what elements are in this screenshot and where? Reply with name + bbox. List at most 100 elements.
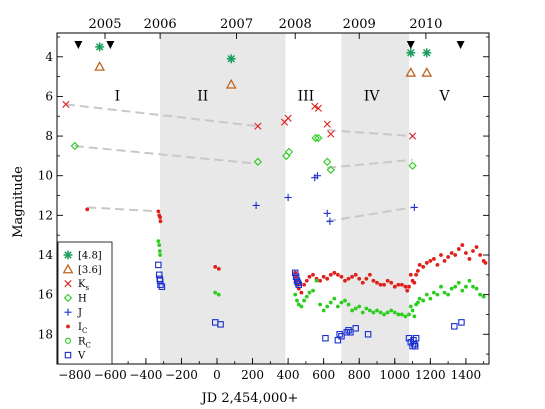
- point-v-4: [157, 281, 164, 288]
- point-ic-53: [428, 259, 433, 263]
- point-ic-25: [343, 278, 347, 283]
- legend-label-main: V: [77, 351, 86, 362]
- point-ic-45: [408, 272, 413, 277]
- legend-label-main: [4.8]: [78, 251, 102, 262]
- point-rc-8: [296, 302, 301, 307]
- series-h: [70, 133, 417, 174]
- point-rc-60: [467, 278, 472, 283]
- point-m36-1: [225, 78, 237, 89]
- point-v-5: [158, 283, 166, 290]
- point-rc-51: [435, 292, 440, 297]
- point-ic-36: [382, 282, 387, 287]
- point-h-5: [314, 133, 323, 143]
- point-ic-66: [474, 245, 479, 249]
- series-j: [252, 172, 418, 225]
- down-arrow-marker-3: [456, 41, 465, 49]
- series-rc: [156, 239, 486, 319]
- point-h-7: [326, 165, 335, 174]
- point-ks-5: [314, 104, 322, 112]
- point-ic-32: [367, 272, 372, 277]
- point-rc-64: [481, 294, 486, 299]
- point-rc-18: [328, 300, 333, 305]
- point-v-28: [412, 334, 420, 342]
- point-ks-4: [311, 102, 319, 110]
- point-ic-57: [442, 259, 447, 263]
- point-rc-36: [392, 310, 397, 315]
- point-rc-0: [156, 239, 161, 244]
- point-rc-58: [460, 288, 465, 293]
- point-ic-44: [407, 284, 411, 289]
- point-ic-1: [156, 209, 161, 214]
- point-ic-59: [449, 251, 454, 255]
- point-rc-3: [158, 253, 163, 257]
- point-v-21: [364, 331, 372, 338]
- series-ks: [62, 100, 417, 140]
- point-ic-49: [415, 268, 420, 273]
- period-label-2: III: [298, 88, 315, 104]
- point-ic-39: [392, 284, 397, 289]
- point-v-0: [155, 261, 162, 269]
- legend-label-subscript: C: [86, 341, 91, 349]
- point-ks-8: [408, 132, 417, 140]
- y-tick-label-6: 16: [38, 288, 53, 302]
- point-ks-3: [284, 114, 292, 122]
- point-rc-31: [375, 308, 379, 313]
- point-ic-6: [216, 266, 221, 271]
- y-tick-labels: 4 6 8 10 12 14 16 18: [38, 50, 54, 341]
- point-rc-23: [346, 302, 351, 307]
- point-ks-7: [327, 130, 335, 138]
- point-v-27: [411, 342, 419, 350]
- point-h-4: [311, 133, 320, 143]
- point-ic-15: [307, 274, 312, 279]
- trend-line-j-4: [87, 206, 161, 213]
- point-h-1: [253, 157, 263, 167]
- legend-marker-ic: [66, 324, 70, 329]
- x-tick-label-3: −200: [165, 368, 198, 382]
- y-axis-label: Magnitude: [11, 166, 26, 238]
- point-rc-12: [307, 290, 312, 295]
- point-ic-27: [350, 274, 355, 279]
- point-ic-37: [385, 278, 390, 283]
- point-rc-13: [311, 288, 315, 293]
- point-ic-21: [328, 272, 333, 277]
- point-ic-0: [85, 207, 90, 212]
- point-ic-43: [405, 288, 410, 293]
- y-tick-label-1: 6: [45, 89, 53, 103]
- point-rc-55: [449, 286, 454, 291]
- point-rc-30: [371, 310, 376, 315]
- legend-label-j: J: [77, 308, 82, 319]
- period-label-0: I: [115, 88, 121, 104]
- shaded-regions: [160, 33, 409, 364]
- point-ic-4: [158, 219, 163, 224]
- point-v-7: [217, 321, 224, 328]
- point-rc-61: [471, 284, 475, 289]
- point-j-3: [313, 172, 322, 180]
- legend-label-m36: [3.6]: [78, 265, 102, 276]
- point-rc-21: [339, 300, 344, 305]
- legend-label-main: J: [77, 308, 82, 319]
- point-ic-23: [335, 272, 340, 277]
- point-ic-54: [431, 257, 436, 261]
- point-ic-60: [453, 253, 458, 257]
- point-rc-40: [407, 312, 411, 317]
- x-tick-labels: −800 −600 −400 −200 0 200 400 600 800 1000 1200 140…: [58, 368, 481, 382]
- point-rc-9: [299, 304, 304, 309]
- point-rc-46: [417, 296, 422, 301]
- plot-frame: [56, 32, 490, 365]
- point-rc-32: [378, 310, 383, 315]
- point-ic-50: [417, 262, 422, 267]
- point-rc-11: [304, 294, 309, 299]
- shaded-interval-0: [160, 33, 286, 364]
- x-tick-label-0: −800: [58, 368, 91, 382]
- point-rc-53: [442, 290, 447, 295]
- point-ic-51: [421, 264, 426, 269]
- point-j-4: [323, 209, 331, 217]
- x-tick-label-1: −600: [94, 368, 127, 382]
- trend-line-h-2: [74, 144, 258, 165]
- legend-label-subscript: C: [82, 327, 87, 335]
- legend-marker-v: [64, 351, 72, 359]
- point-ic-14: [304, 278, 309, 283]
- point-v-20: [352, 325, 359, 332]
- point-v-8: [291, 269, 299, 277]
